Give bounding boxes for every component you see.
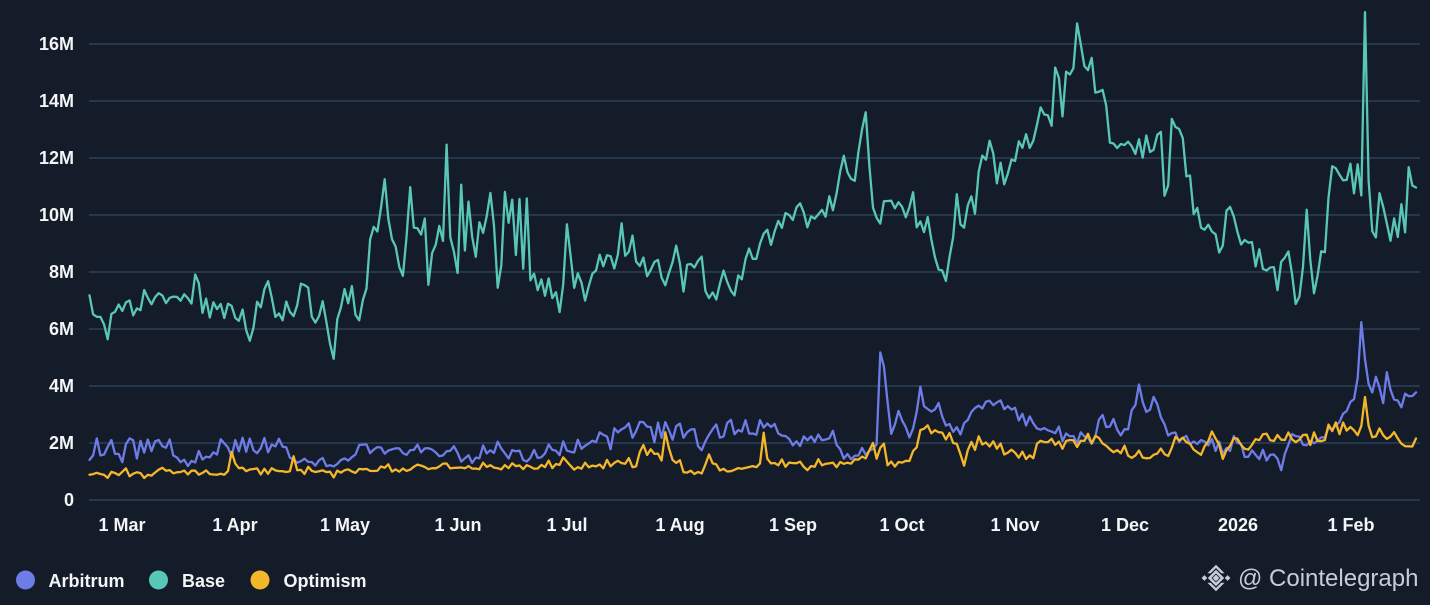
svg-text:1 Aug: 1 Aug xyxy=(655,515,704,535)
svg-text:12M: 12M xyxy=(39,148,74,168)
svg-text:0: 0 xyxy=(64,490,74,510)
svg-text:Arbitrum: Arbitrum xyxy=(49,571,125,591)
svg-text:1 Sep: 1 Sep xyxy=(769,515,817,535)
svg-text:1 Dec: 1 Dec xyxy=(1101,515,1149,535)
svg-text:Optimism: Optimism xyxy=(284,571,367,591)
svg-text:8M: 8M xyxy=(49,262,74,282)
svg-text:6M: 6M xyxy=(49,319,74,339)
svg-text:16M: 16M xyxy=(39,34,74,54)
svg-text:2026: 2026 xyxy=(1218,515,1258,535)
svg-text:1 Apr: 1 Apr xyxy=(212,515,257,535)
svg-text:2M: 2M xyxy=(49,433,74,453)
svg-text:Base: Base xyxy=(182,571,225,591)
svg-text:1 Jul: 1 Jul xyxy=(546,515,587,535)
svg-text:@ Cointelegraph: @ Cointelegraph xyxy=(1238,565,1418,592)
svg-text:1 May: 1 May xyxy=(320,515,370,535)
svg-text:14M: 14M xyxy=(39,91,74,111)
svg-text:1 Nov: 1 Nov xyxy=(990,515,1039,535)
svg-text:1 Mar: 1 Mar xyxy=(98,515,145,535)
svg-text:1 Feb: 1 Feb xyxy=(1327,515,1374,535)
svg-text:4M: 4M xyxy=(49,376,74,396)
svg-text:1 Oct: 1 Oct xyxy=(879,515,924,535)
svg-text:10M: 10M xyxy=(39,205,74,225)
svg-text:1 Jun: 1 Jun xyxy=(434,515,481,535)
